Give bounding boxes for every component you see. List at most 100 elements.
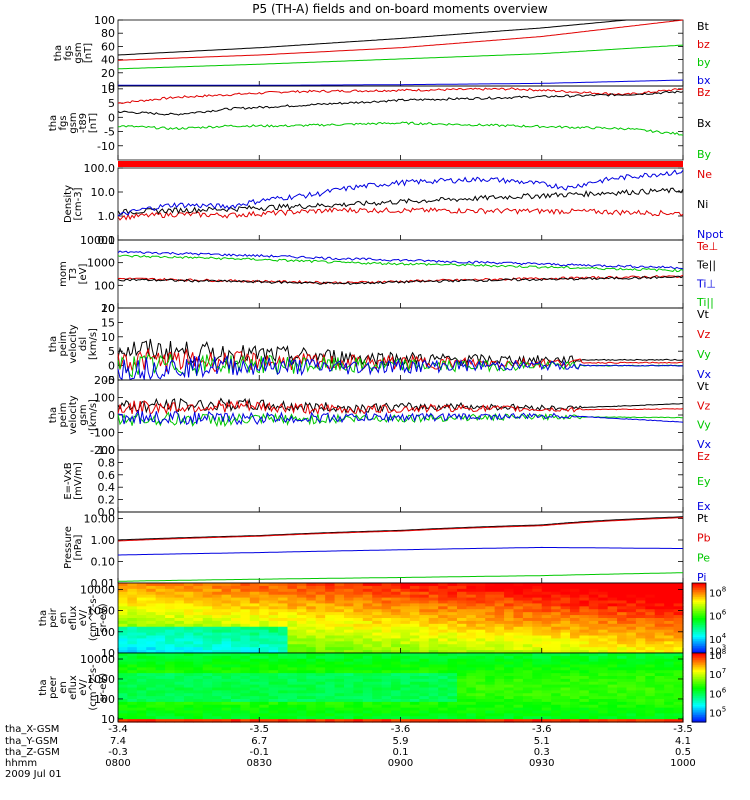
- heatmap-cell: [504, 716, 515, 720]
- heatmap-cell: [202, 676, 213, 680]
- heatmap-cell: [598, 719, 609, 723]
- heatmap-cell: [372, 626, 383, 631]
- heatmap-cell: [513, 676, 524, 680]
- heatmap-cell: [268, 623, 279, 628]
- heatmap-cell: [409, 713, 420, 717]
- colorbar-segment: [692, 689, 706, 692]
- heatmap-cell: [588, 641, 599, 645]
- heatmap-cell: [485, 618, 496, 622]
- heatmap-cell: [485, 638, 496, 642]
- heatmap-cell: [560, 716, 571, 720]
- heatmap-cell: [325, 594, 336, 599]
- heatmap-cell: [127, 603, 138, 607]
- heatmap-cell: [475, 583, 486, 587]
- heatmap-cell: [306, 701, 317, 706]
- heatmap-cell: [315, 701, 326, 706]
- colorbar-segment: [692, 682, 706, 685]
- heatmap-cell: [165, 635, 176, 640]
- heatmap-cell: [231, 603, 242, 607]
- heatmap-cell: [409, 664, 420, 668]
- heatmap-cell: [428, 641, 439, 645]
- heatmap-cell: [391, 609, 402, 613]
- heatmap-cell: [391, 585, 402, 590]
- heatmap-cell: [183, 690, 194, 694]
- heatmap-cell: [579, 713, 590, 717]
- legend-entry: Pe: [697, 551, 710, 564]
- heatmap-cell: [645, 710, 656, 714]
- heatmap-cell: [381, 585, 392, 590]
- heatmap-cell: [381, 658, 392, 663]
- heatmap-cell: [296, 641, 307, 645]
- heatmap-cell: [494, 612, 505, 616]
- heatmap-cell: [118, 696, 129, 700]
- heatmap-cell: [664, 696, 675, 700]
- heatmap-cell: [635, 661, 646, 666]
- heatmap-cell: [617, 635, 628, 640]
- heatmap-cell: [513, 670, 524, 674]
- heatmap-cell: [400, 594, 411, 599]
- heatmap-cell: [598, 609, 609, 613]
- heatmap-cell: [155, 696, 166, 700]
- heatmap-cell: [315, 687, 326, 691]
- heatmap-cell: [231, 612, 242, 616]
- heatmap-cell: [579, 687, 590, 691]
- heatmap-cell: [598, 606, 609, 610]
- heatmap-cell: [598, 620, 609, 625]
- heatmap-cell: [645, 600, 656, 605]
- heatmap-cell: [579, 647, 590, 651]
- heatmap-cell: [183, 699, 194, 703]
- heatmap-cell: [598, 681, 609, 686]
- heatmap-cell: [155, 713, 166, 717]
- heatmap-cell: [532, 716, 543, 720]
- heatmap-cell: [532, 588, 543, 593]
- heatmap-cell: [457, 647, 468, 651]
- heatmap-cell: [202, 710, 213, 714]
- heatmap-cell: [362, 716, 373, 720]
- heatmap-cell: [409, 699, 420, 703]
- heatmap-cell: [334, 609, 345, 613]
- colorbar-segment: [692, 583, 706, 586]
- heatmap-cell: [353, 600, 364, 605]
- heatmap-cell: [118, 600, 129, 605]
- heatmap-cell: [551, 612, 562, 616]
- heatmap-cell: [607, 713, 618, 717]
- heatmap-cell: [551, 609, 562, 613]
- heatmap-cell: [570, 606, 581, 610]
- heatmap-cell: [588, 670, 599, 674]
- heatmap-cell: [240, 585, 251, 590]
- heatmap-cell: [212, 678, 223, 683]
- heatmap-cell: [353, 693, 364, 697]
- heatmap-cell: [579, 583, 590, 587]
- heatmap-cell: [155, 618, 166, 622]
- heatmap-cell: [541, 618, 552, 622]
- heatmap-cell: [438, 620, 449, 625]
- heatmap-cell: [212, 693, 223, 697]
- heatmap-cell: [165, 667, 176, 671]
- heatmap-cell: [193, 626, 204, 631]
- heatmap-cell: [362, 626, 373, 631]
- heatmap-cell: [146, 603, 157, 607]
- heatmap-cell: [221, 684, 232, 689]
- heatmap-cell: [513, 597, 524, 602]
- heatmap-cell: [127, 678, 138, 683]
- heatmap-cell: [532, 673, 543, 677]
- heatmap-cell: [249, 635, 260, 640]
- heatmap-cell: [428, 597, 439, 602]
- heatmap-cell: [475, 699, 486, 703]
- heatmap-cell: [560, 623, 571, 628]
- heatmap-cell: [240, 713, 251, 717]
- heatmap-cell: [541, 641, 552, 645]
- heatmap-cell: [635, 641, 646, 645]
- heatmap-cell: [466, 588, 477, 593]
- heatmap-cell: [325, 583, 336, 587]
- heatmap-cell: [306, 681, 317, 686]
- heatmap-cell: [607, 588, 618, 593]
- heatmap-cell: [428, 699, 439, 703]
- heatmap-cell: [654, 618, 665, 622]
- heatmap-cell: [513, 632, 524, 637]
- heatmap-cell: [494, 591, 505, 596]
- heatmap-cell: [391, 707, 402, 712]
- plot-title: P5 (TH-A) fields and on-board moments ov…: [252, 2, 548, 16]
- heatmap-cell: [513, 612, 524, 616]
- heatmap-cell: [334, 644, 345, 648]
